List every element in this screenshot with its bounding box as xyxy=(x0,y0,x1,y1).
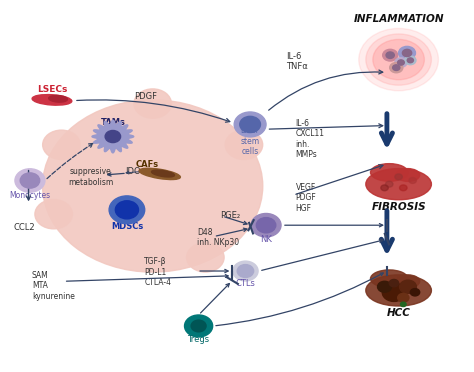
Circle shape xyxy=(105,131,120,142)
Text: TAMs: TAMs xyxy=(100,118,125,127)
Circle shape xyxy=(395,58,407,67)
Circle shape xyxy=(15,169,45,192)
Circle shape xyxy=(398,60,404,65)
Text: IL-6
CXCL11
inh.
MMPs: IL-6 CXCL11 inh. MMPs xyxy=(296,119,325,159)
Circle shape xyxy=(20,173,40,188)
Circle shape xyxy=(398,294,409,302)
Text: INFLAMMATION: INFLAMMATION xyxy=(353,14,444,24)
Circle shape xyxy=(191,320,206,332)
Circle shape xyxy=(390,62,403,73)
Text: suppresive
metabolism: suppresive metabolism xyxy=(68,167,113,186)
Text: CTLs: CTLs xyxy=(236,279,255,288)
Circle shape xyxy=(237,264,254,278)
Ellipse shape xyxy=(32,94,72,105)
Circle shape xyxy=(402,49,412,57)
Circle shape xyxy=(233,261,258,281)
Circle shape xyxy=(35,199,73,229)
Text: Liver
stem
cells: Liver stem cells xyxy=(240,126,260,156)
Circle shape xyxy=(134,89,172,118)
Ellipse shape xyxy=(396,275,419,288)
Circle shape xyxy=(234,112,266,137)
Text: D48
inh. NKp30: D48 inh. NKp30 xyxy=(197,228,239,247)
Ellipse shape xyxy=(49,96,67,102)
Circle shape xyxy=(400,185,407,191)
Circle shape xyxy=(382,283,406,301)
Circle shape xyxy=(383,49,398,61)
Circle shape xyxy=(381,185,388,191)
Text: Tregs: Tregs xyxy=(188,335,210,344)
Circle shape xyxy=(386,52,394,58)
Circle shape xyxy=(251,214,281,237)
Text: VEGF
PDGF
HGF: VEGF PDGF HGF xyxy=(296,183,316,213)
Circle shape xyxy=(377,281,392,292)
Text: IDO: IDO xyxy=(125,167,141,176)
Ellipse shape xyxy=(371,270,408,288)
Text: FIBROSIS: FIBROSIS xyxy=(371,202,426,212)
Circle shape xyxy=(115,201,138,219)
Text: MDSCs: MDSCs xyxy=(111,222,143,231)
Text: CAFs: CAFs xyxy=(136,160,159,169)
Circle shape xyxy=(395,174,402,180)
Ellipse shape xyxy=(371,164,408,181)
Circle shape xyxy=(392,65,400,70)
Text: SAM
MTA
kynurenine: SAM MTA kynurenine xyxy=(32,271,75,301)
Circle shape xyxy=(385,181,393,187)
Circle shape xyxy=(256,218,276,233)
Text: NK: NK xyxy=(260,235,272,244)
Text: LSECs: LSECs xyxy=(37,85,67,94)
Circle shape xyxy=(399,46,416,60)
Text: CCL2: CCL2 xyxy=(13,222,35,231)
Circle shape xyxy=(109,196,145,224)
Ellipse shape xyxy=(396,169,419,182)
Ellipse shape xyxy=(366,169,431,200)
Circle shape xyxy=(240,116,261,132)
Ellipse shape xyxy=(152,170,174,177)
Text: TGF-β
PD-L1
CTLA-4: TGF-β PD-L1 CTLA-4 xyxy=(144,257,171,287)
Circle shape xyxy=(400,280,417,294)
Circle shape xyxy=(359,28,438,91)
Text: IL-6
TNFα: IL-6 TNFα xyxy=(286,52,308,71)
Text: PDGF: PDGF xyxy=(134,92,157,101)
Circle shape xyxy=(43,130,80,160)
Ellipse shape xyxy=(366,275,431,306)
Circle shape xyxy=(43,100,263,272)
Circle shape xyxy=(410,289,419,296)
Polygon shape xyxy=(92,120,134,153)
Text: Monocytes: Monocytes xyxy=(9,191,51,200)
Ellipse shape xyxy=(139,168,181,180)
Circle shape xyxy=(225,130,263,160)
Circle shape xyxy=(405,56,416,65)
Text: PGE₂: PGE₂ xyxy=(220,211,241,220)
Circle shape xyxy=(409,177,417,183)
Circle shape xyxy=(407,58,413,63)
Circle shape xyxy=(401,302,406,307)
Text: HCC: HCC xyxy=(387,308,410,318)
Circle shape xyxy=(366,34,431,85)
Circle shape xyxy=(187,243,224,272)
Circle shape xyxy=(184,315,213,337)
Circle shape xyxy=(373,39,424,80)
Circle shape xyxy=(389,279,399,287)
